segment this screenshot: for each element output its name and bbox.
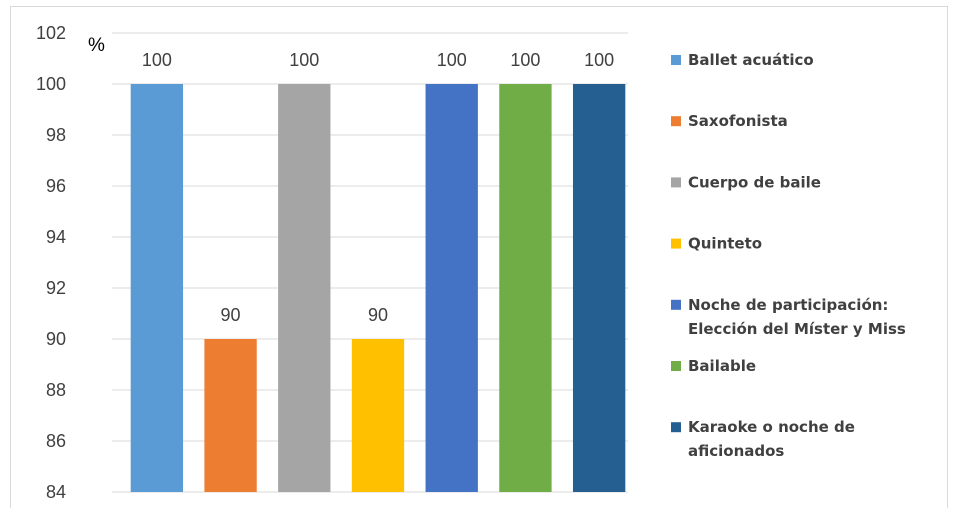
y-tick-label: 84 bbox=[46, 482, 66, 502]
y-tick-label: 86 bbox=[46, 431, 66, 451]
legend-label: Bailable bbox=[688, 357, 756, 375]
bar bbox=[351, 339, 405, 492]
y-axis-unit-label: % bbox=[88, 35, 105, 56]
legend-label: Elección del Míster y Miss bbox=[688, 320, 906, 338]
bars bbox=[130, 84, 626, 492]
y-tick-label: 96 bbox=[46, 176, 66, 196]
y-tick-label: 88 bbox=[46, 380, 66, 400]
data-label: 100 bbox=[289, 50, 319, 70]
legend-swatch bbox=[671, 422, 681, 433]
legend-label: Cuerpo de baile bbox=[688, 173, 821, 191]
data-label: 100 bbox=[437, 50, 467, 70]
data-label: 100 bbox=[584, 50, 614, 70]
legend-label: Saxofonista bbox=[688, 112, 788, 130]
data-label: 90 bbox=[221, 305, 241, 325]
data-label: 90 bbox=[368, 305, 388, 325]
bar bbox=[204, 339, 257, 492]
legend-swatch bbox=[671, 299, 681, 310]
y-tick-label: 92 bbox=[46, 278, 66, 298]
legend-label: Ballet acuático bbox=[688, 51, 814, 69]
y-tick-label: 94 bbox=[46, 227, 66, 247]
y-axis-tick-labels: 84 86 88 90 92 94 96 98 100 102 bbox=[36, 23, 66, 502]
legend-swatch bbox=[671, 361, 681, 371]
bar bbox=[278, 84, 331, 492]
bar bbox=[425, 84, 478, 492]
legend: Ballet acuático Saxofonista Cuerpo de bail… bbox=[671, 51, 906, 460]
legend-swatch bbox=[671, 177, 681, 188]
legend-label: Noche de participación: bbox=[688, 296, 888, 314]
legend-label: Karaoke o noche de bbox=[688, 418, 855, 436]
data-labels: 100 90 100 90 100 100 100 bbox=[142, 50, 614, 325]
data-label: 100 bbox=[142, 50, 172, 70]
bar bbox=[499, 84, 552, 492]
bar bbox=[130, 84, 184, 492]
y-tick-label: 98 bbox=[46, 125, 66, 145]
chart-frame bbox=[10, 6, 948, 508]
legend-label: aficionados bbox=[688, 442, 784, 460]
bar bbox=[572, 84, 626, 492]
legend-label: Quinteto bbox=[688, 235, 762, 253]
legend-swatch bbox=[671, 238, 681, 249]
y-tick-label: 102 bbox=[36, 23, 66, 43]
data-label: 100 bbox=[510, 50, 540, 70]
legend-swatch bbox=[671, 55, 681, 65]
legend-swatch bbox=[671, 116, 681, 127]
y-tick-label: 90 bbox=[46, 329, 66, 349]
y-tick-label: 100 bbox=[36, 74, 66, 94]
